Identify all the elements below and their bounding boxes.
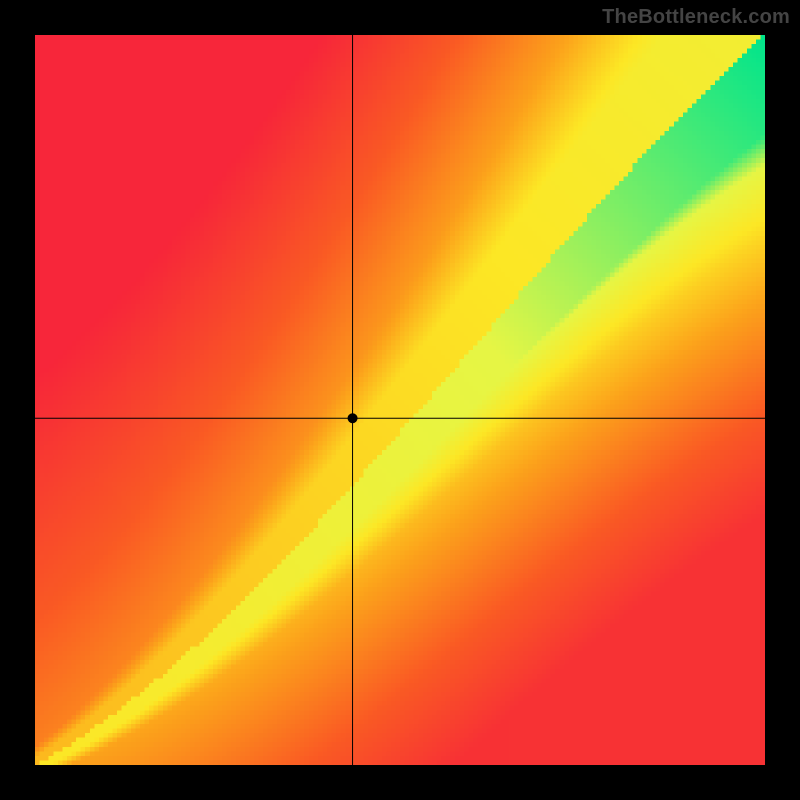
crosshair-overlay bbox=[35, 35, 765, 765]
chart-frame: TheBottleneck.com bbox=[0, 0, 800, 800]
watermark-text: TheBottleneck.com bbox=[602, 6, 790, 29]
plot-area bbox=[35, 35, 765, 765]
crosshair-marker bbox=[348, 413, 358, 423]
